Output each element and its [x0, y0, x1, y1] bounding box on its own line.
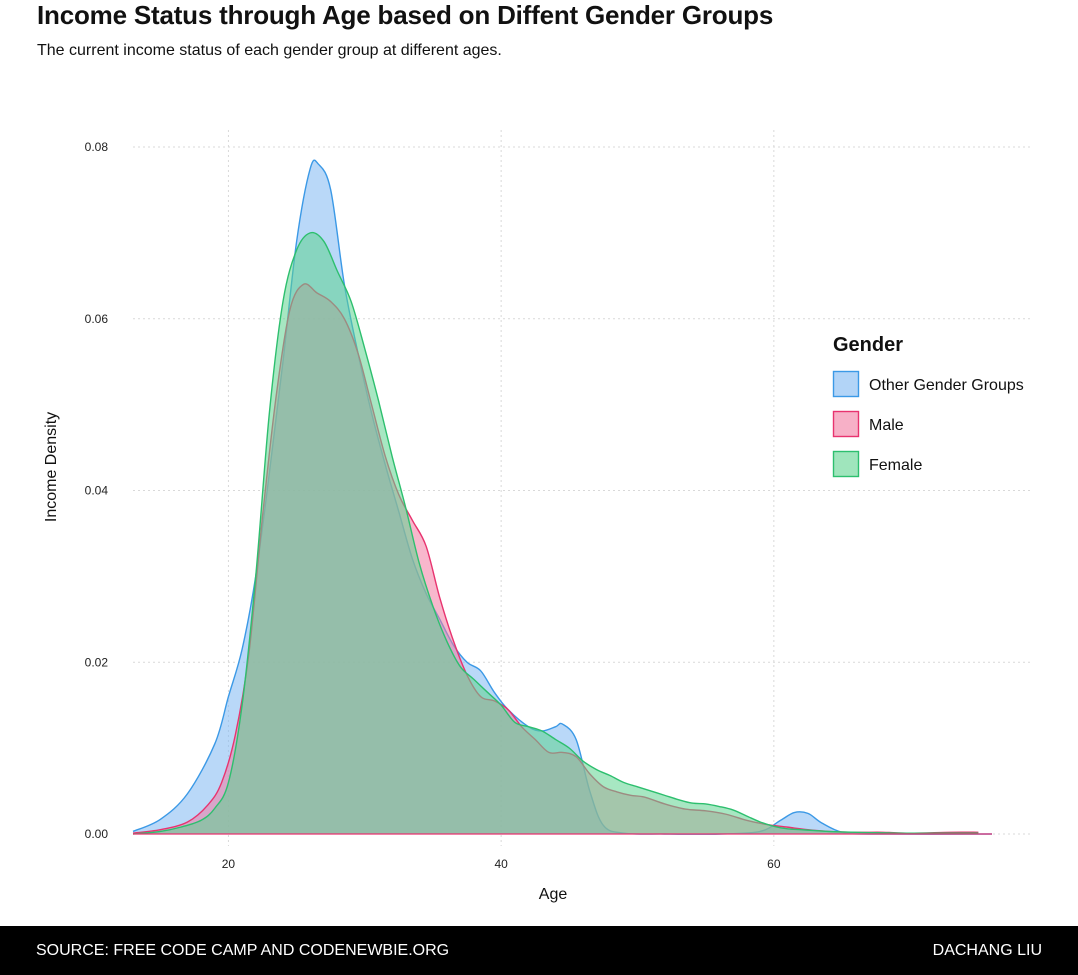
legend-title: Gender [833, 334, 903, 356]
density-areas [132, 159, 993, 835]
footer-bar: SOURCE: FREE CODE CAMP AND CODENEWBIE.OR… [0, 926, 1078, 975]
legend-label: Female [869, 457, 922, 474]
y-tick-label: 0.08 [85, 140, 109, 154]
x-tick-label: 20 [222, 857, 236, 871]
y-axis-title: Income Density [43, 412, 60, 522]
author-credit: DACHANG LIU [932, 942, 1042, 959]
x-axis-title: Age [539, 886, 568, 903]
density-area-female [133, 232, 979, 835]
chart-title: Income Status through Age based on Diffe… [37, 0, 774, 30]
density-chart: 0.00 0.02 0.04 0.06 0.08 20 40 60 Age Income Dens… [43, 130, 1032, 903]
x-tick-label: 60 [767, 857, 781, 871]
y-tick-label: 0.00 [85, 827, 109, 841]
y-tick-label: 0.06 [85, 312, 109, 326]
axes: 0.00 0.02 0.04 0.06 0.08 20 40 60 Age Income Dens… [43, 140, 781, 903]
density-line-female [132, 231, 979, 835]
legend-swatch [832, 450, 860, 478]
legend-swatch [832, 410, 860, 438]
legend-label: Male [869, 417, 904, 434]
x-tick-label: 40 [494, 857, 508, 871]
chart-subtitle: The current income status of each gender… [37, 42, 502, 59]
legend-label: Other Gender Groups [869, 377, 1024, 394]
y-tick-label: 0.02 [85, 655, 109, 669]
legend: Gender Other Gender Groups Male Female [832, 334, 1024, 478]
legend-swatch [832, 370, 860, 398]
y-tick-label: 0.04 [85, 484, 109, 498]
source-credit: SOURCE: FREE CODE CAMP AND CODENEWBIE.OR… [36, 942, 450, 959]
